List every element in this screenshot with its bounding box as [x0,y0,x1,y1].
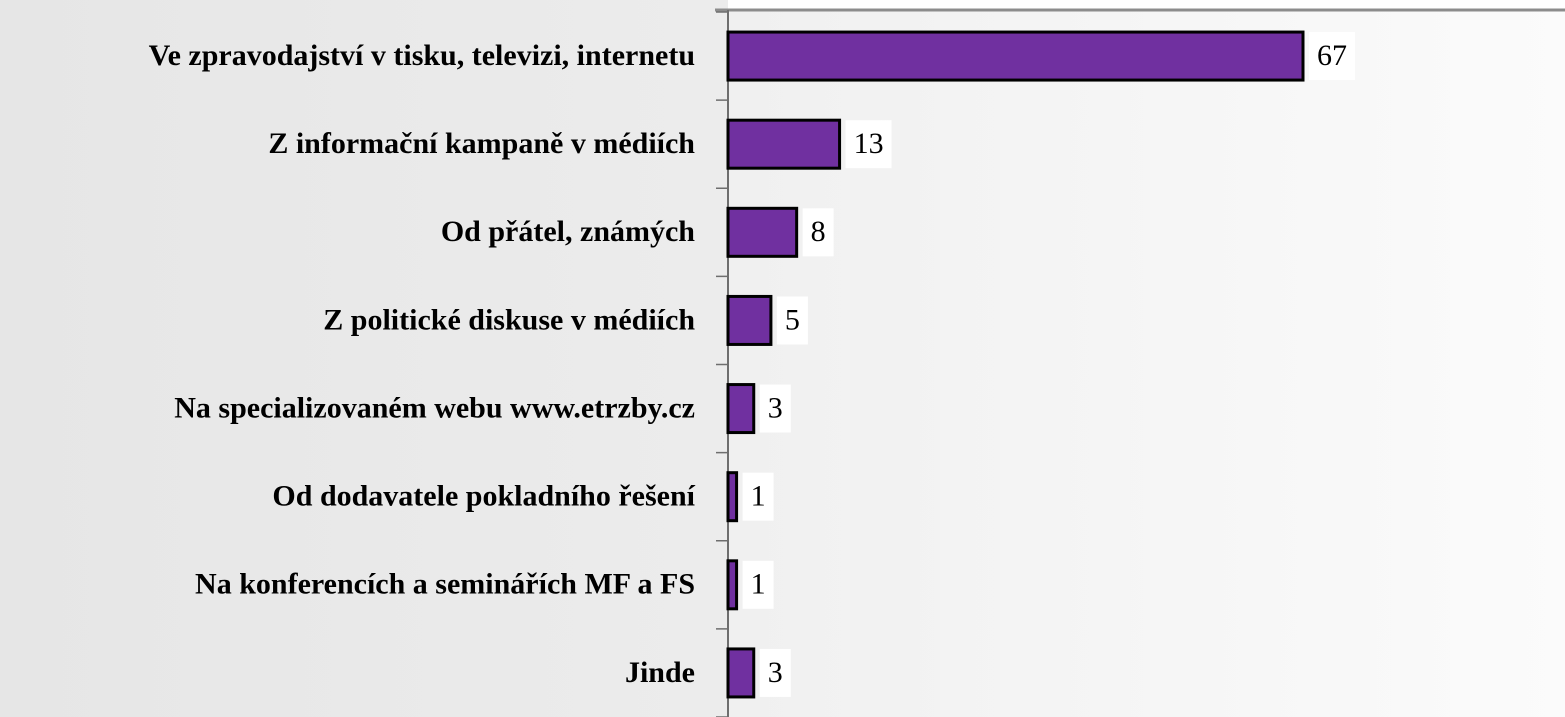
value-label: 3 [768,656,783,689]
value-label-box [845,120,892,169]
value-label: 13 [854,127,884,160]
value-label: 5 [785,303,800,336]
value-label: 3 [768,391,783,424]
value-label-box [776,296,808,345]
value-label: 67 [1317,39,1347,72]
value-label: 1 [751,480,766,513]
value-label-box [1309,32,1355,81]
bar [726,206,799,258]
bar [726,471,739,523]
bar [726,647,756,699]
category-label: Z informační kampaně v médiích [268,127,695,160]
category-label: Ve zpravodajství v tisku, televizi, inte… [149,39,695,72]
category-label: Z politické diskuse v médiích [323,303,695,336]
category-label: Na konferencích a seminářích MF a FS [195,568,695,601]
value-label: 1 [751,568,766,601]
value-label: 8 [811,215,826,248]
bar [726,294,773,346]
bar [726,30,1305,82]
background [0,0,728,717]
value-label-box [742,560,774,609]
bar [726,118,842,170]
value-label-box [759,384,791,433]
category-label: Na specializovaném webu www.etrzby.cz [174,391,695,424]
value-label-box [802,208,834,257]
category-label: Jinde [625,656,695,689]
value-label-box [759,648,791,697]
plot-area [728,10,1565,717]
category-label: Od přátel, známých [441,215,695,248]
bar [726,559,739,611]
bar [726,383,756,435]
value-label-box [742,472,774,521]
category-label: Od dodavatele pokladního řešení [272,480,695,513]
